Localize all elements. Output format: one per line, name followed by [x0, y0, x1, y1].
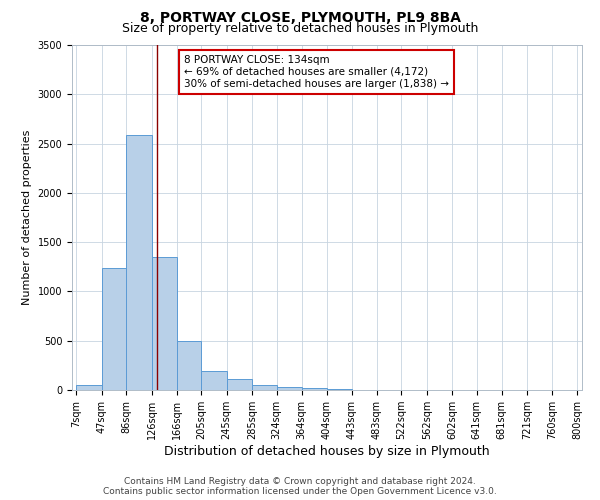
Text: 8, PORTWAY CLOSE, PLYMOUTH, PL9 8BA: 8, PORTWAY CLOSE, PLYMOUTH, PL9 8BA	[139, 11, 461, 25]
Bar	[76, 385, 101, 390]
Bar	[252, 385, 277, 390]
Bar	[152, 257, 177, 390]
Bar	[101, 268, 126, 390]
Bar	[302, 388, 327, 390]
Bar	[277, 387, 302, 390]
X-axis label: Distribution of detached houses by size in Plymouth: Distribution of detached houses by size …	[164, 445, 490, 458]
Bar	[327, 389, 352, 390]
Text: 8 PORTWAY CLOSE: 134sqm
← 69% of detached houses are smaller (4,172)
30% of semi: 8 PORTWAY CLOSE: 134sqm ← 69% of detache…	[184, 56, 449, 88]
Bar	[126, 134, 152, 390]
Bar	[227, 379, 252, 390]
Bar	[202, 371, 227, 390]
Text: Size of property relative to detached houses in Plymouth: Size of property relative to detached ho…	[122, 22, 478, 35]
Bar	[177, 340, 202, 390]
Text: Contains HM Land Registry data © Crown copyright and database right 2024.
Contai: Contains HM Land Registry data © Crown c…	[103, 476, 497, 496]
Y-axis label: Number of detached properties: Number of detached properties	[22, 130, 32, 305]
